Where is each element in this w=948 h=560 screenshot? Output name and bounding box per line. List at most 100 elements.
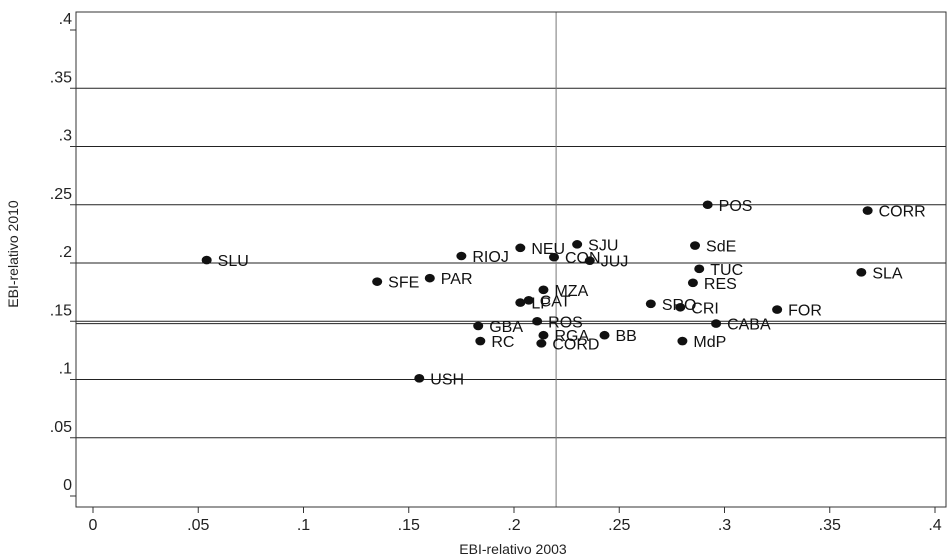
point-label: SJU (588, 237, 618, 254)
y-tick-label: .15 (50, 302, 72, 319)
point-marker (201, 255, 212, 265)
data-point: ROS (532, 314, 583, 331)
data-point: LP (515, 296, 551, 313)
data-point: CORD (536, 336, 599, 353)
y-tick-label: .05 (50, 419, 72, 436)
point-label: CON (565, 250, 601, 267)
x-tick-label: .1 (297, 517, 310, 534)
data-point: SLA (856, 265, 903, 282)
point-label: CAT (540, 293, 571, 310)
point-label: SFE (388, 275, 419, 292)
data-point: CORR (862, 204, 926, 221)
data-point: RIOJ (456, 249, 509, 266)
data-point: POS (702, 198, 753, 215)
point-label: POS (719, 198, 753, 215)
point-marker (690, 241, 701, 250)
point-marker (584, 256, 595, 265)
y-tick-label: .1 (59, 361, 72, 378)
data-point: PAR (424, 271, 473, 288)
point-label: FOR (788, 303, 822, 320)
data-point: USH (414, 371, 464, 388)
data-point: RC (475, 334, 514, 351)
x-tick-label: .05 (187, 517, 209, 534)
data-point: BB (599, 328, 637, 345)
point-label: JUJ (601, 254, 629, 271)
point-label: NEU (531, 241, 565, 258)
point-label: RC (491, 334, 514, 351)
point-marker (414, 374, 425, 383)
point-marker (538, 285, 549, 295)
y-tick-label: .35 (50, 69, 72, 86)
data-point: GBA (473, 319, 523, 336)
point-marker (515, 298, 526, 307)
point-marker (599, 330, 610, 340)
point-marker (538, 330, 549, 340)
x-tick-label: .25 (608, 517, 630, 534)
data-point: SdE (690, 239, 736, 256)
data-point: MdP (677, 334, 726, 351)
point-label: BB (616, 328, 637, 345)
point-marker (694, 264, 705, 274)
point-label: CORR (879, 204, 926, 221)
point-marker (536, 339, 547, 348)
point-label: RES (704, 276, 737, 293)
point-marker (572, 240, 583, 249)
point-label: ROS (548, 314, 583, 331)
x-axis-label: EBI-relativo 2003 (459, 541, 567, 557)
data-point: CABA (711, 317, 771, 334)
data-point: MZA (538, 283, 589, 300)
point-label: PAR (441, 271, 473, 288)
point-marker (372, 277, 383, 286)
x-tick-label: .4 (928, 517, 941, 534)
y-tick-label: .25 (50, 186, 72, 203)
point-label: RGA (554, 328, 589, 345)
point-marker (675, 302, 686, 312)
x-tick-label: .35 (819, 517, 841, 534)
data-point: RES (687, 276, 737, 293)
y-tick-label: .3 (59, 128, 72, 145)
data-point: SJU (572, 237, 618, 254)
data-point: SFE (372, 275, 419, 292)
point-marker (645, 299, 656, 309)
data-point: CRI (675, 300, 719, 317)
gridlines (76, 87, 946, 439)
point-label: CABA (727, 317, 771, 334)
data-point: FOR (772, 303, 822, 320)
point-label: RIOJ (472, 249, 508, 266)
point-label: CORD (552, 336, 599, 353)
y-tick-label: .2 (59, 244, 72, 261)
point-marker (473, 321, 484, 331)
data-point: TUC (694, 262, 743, 279)
x-axis: 0 .05 .1 .15 .2 .25 .3 .35 .4 (89, 507, 942, 534)
data-point: CAT (523, 293, 571, 310)
data-point: JUJ (584, 254, 629, 271)
point-label: LP (531, 296, 551, 313)
point-marker (856, 268, 867, 277)
point-marker (548, 252, 559, 262)
point-label: SLA (872, 265, 903, 282)
point-marker (475, 336, 486, 346)
point-label: CRI (691, 300, 719, 317)
point-marker (515, 243, 526, 253)
x-tick-label: .3 (718, 517, 731, 534)
y-tick-label: .4 (59, 11, 72, 28)
point-label: MZA (554, 283, 588, 300)
point-label: GBA (489, 319, 523, 336)
point-label: USH (430, 371, 464, 388)
plot-frame (75, 11, 947, 508)
data-point: RGA (538, 328, 589, 345)
point-marker (424, 273, 435, 283)
data-point: SRO (645, 297, 696, 314)
x-tick-label: .2 (507, 517, 520, 534)
x-tick-label: .15 (398, 517, 420, 534)
point-marker (702, 200, 713, 210)
x-tick-label: 0 (89, 517, 98, 534)
point-label: SdE (706, 239, 736, 256)
point-marker (456, 251, 467, 261)
point-marker (772, 305, 783, 314)
data-point: SLU (201, 253, 249, 270)
point-marker (532, 316, 543, 326)
point-marker (677, 336, 688, 346)
y-axis-label: EBI-relativo 2010 (5, 200, 21, 308)
